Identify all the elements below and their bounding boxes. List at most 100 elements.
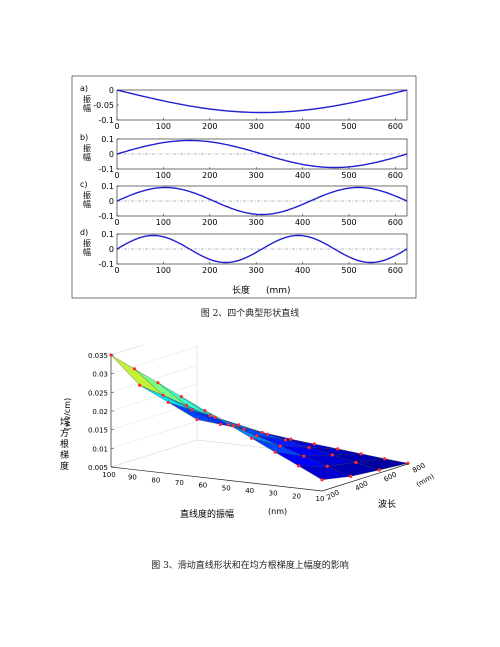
z-gridline (110, 421, 198, 449)
x-axis-unit: (nm) (268, 507, 287, 516)
data-point-marker (237, 423, 241, 427)
data-point-marker (283, 438, 288, 442)
surface-patch (110, 354, 164, 396)
series-line (116, 234, 408, 264)
amplitude-tick-label: 10 (316, 495, 325, 503)
data-point-marker (296, 464, 301, 468)
y-tick-label: 0.1 (101, 135, 114, 144)
x-tick-label: 500 (341, 218, 356, 227)
z-axis-label-char: 均 (60, 416, 69, 428)
y-axis-label-char: 振 (83, 238, 91, 248)
data-point-marker (307, 445, 311, 450)
x-axis-label: 长度 (232, 284, 250, 296)
z-axis-label-char: 梯 (60, 449, 69, 461)
data-point-marker (156, 381, 160, 385)
x-tick-label: 100 (156, 218, 171, 227)
y-tick-label: 0 (109, 245, 114, 254)
data-point-marker (250, 436, 254, 440)
data-point-marker (132, 367, 137, 371)
z-gridline (110, 439, 198, 468)
amplitude-axis-line (110, 466, 323, 492)
z-gridline (110, 345, 144, 356)
y-axis-label-char: 幅 (83, 103, 91, 113)
y-axis-label-char: 幅 (83, 152, 91, 162)
y-tick-label: 0 (109, 150, 114, 159)
x-tick-label: 0 (114, 171, 119, 180)
panel-label: d) (80, 228, 88, 237)
x-tick-label: 300 (249, 218, 264, 227)
data-point-marker (278, 444, 282, 448)
data-point-marker (336, 447, 340, 451)
data-point-marker (302, 454, 306, 458)
wavelength-tick-label: 400 (354, 479, 370, 492)
wavelength-tick-label: 200 (325, 488, 341, 501)
series-line (116, 89, 408, 114)
figure-caption-1: 图 2、四个典型形状直线 (200, 309, 300, 319)
data-point-marker (208, 414, 212, 418)
x-tick-label: 400 (295, 266, 310, 275)
y-tick-label: 0 (109, 197, 114, 206)
z-tick-label: 0.02 (92, 408, 108, 416)
data-point-marker (265, 432, 269, 436)
z-axis-label-char: 根 (60, 438, 69, 450)
x-tick-label: 300 (249, 171, 264, 180)
x-tick-label: 0 (114, 266, 119, 275)
z-tick-label: 0.01 (92, 445, 108, 453)
y-axis-label-char: 幅 (83, 199, 91, 209)
x-tick-label: 600 (388, 218, 403, 227)
y-axis-label-char: 振 (83, 143, 91, 153)
z-tick-label: 0.025 (88, 389, 108, 397)
z-tick-label: 0.03 (92, 371, 108, 379)
data-point-marker (273, 450, 277, 454)
x-axis-label-cn: 直线度的振幅 (180, 508, 234, 520)
x-axis-unit: (mm) (266, 286, 291, 296)
x-tick-label: 200 (202, 122, 217, 131)
z-tick-label: 0.035 (88, 352, 108, 360)
x-tick-label: 500 (341, 171, 356, 180)
x-tick-label: 600 (388, 122, 403, 131)
y-axis-label-char: 振 (83, 190, 91, 200)
data-point-marker (179, 395, 183, 399)
y-tick-label: -0.1 (98, 165, 114, 174)
data-point-marker (255, 434, 259, 438)
z-axis-unit: (wv/cm) (63, 398, 72, 430)
data-point-marker (349, 474, 353, 478)
z-tick-label: 0.005 (88, 464, 108, 472)
x-tick-label: 200 (202, 171, 217, 180)
surface-group: 0.005 0.01 0.015 0.02 0.025 0.03 0.035 100 90 80 7… (60, 345, 427, 503)
amplitude-tick-label: 100 (102, 471, 115, 479)
y-axis-label-char: 振 (83, 94, 91, 104)
amplitude-tick-label: 30 (269, 490, 278, 498)
y-axis-label-cn: 波长 (378, 498, 396, 510)
x-tick-label: 100 (156, 266, 171, 275)
data-point-marker (325, 464, 329, 468)
x-tick-label: 200 (202, 218, 217, 227)
panel-axes-box (116, 89, 408, 121)
z-gridline (110, 365, 198, 393)
data-point-marker (231, 424, 236, 428)
amplitude-tick-label: 20 (292, 492, 301, 500)
x-tick-label: 600 (388, 171, 403, 180)
x-tick-label: 0 (114, 122, 119, 131)
amplitude-tick-label: 50 (222, 484, 231, 492)
data-point-marker (242, 427, 246, 431)
series-line (116, 186, 408, 216)
data-point-marker (320, 478, 324, 482)
data-point-marker (289, 437, 293, 441)
data-point-marker (138, 383, 142, 387)
surface-chart-figure: 0.005 0.01 0.015 0.02 0.025 0.03 0.035 100 90 80 7… (60, 345, 436, 520)
amplitude-tick-label: 40 (245, 487, 254, 495)
data-point-marker (260, 430, 264, 435)
wavelength-axis-line (321, 463, 409, 492)
data-point-marker (190, 408, 194, 412)
z-axis-label-char: 方 (60, 427, 69, 439)
x-tick-label: 500 (341, 122, 356, 131)
y-tick-label: 0.1 (101, 230, 114, 239)
data-point-marker (330, 453, 335, 457)
data-point-marker (354, 460, 358, 465)
x-tick-label: 400 (295, 122, 310, 131)
amplitude-tick-label: 70 (175, 479, 184, 487)
x-tick-label: 300 (249, 266, 264, 275)
